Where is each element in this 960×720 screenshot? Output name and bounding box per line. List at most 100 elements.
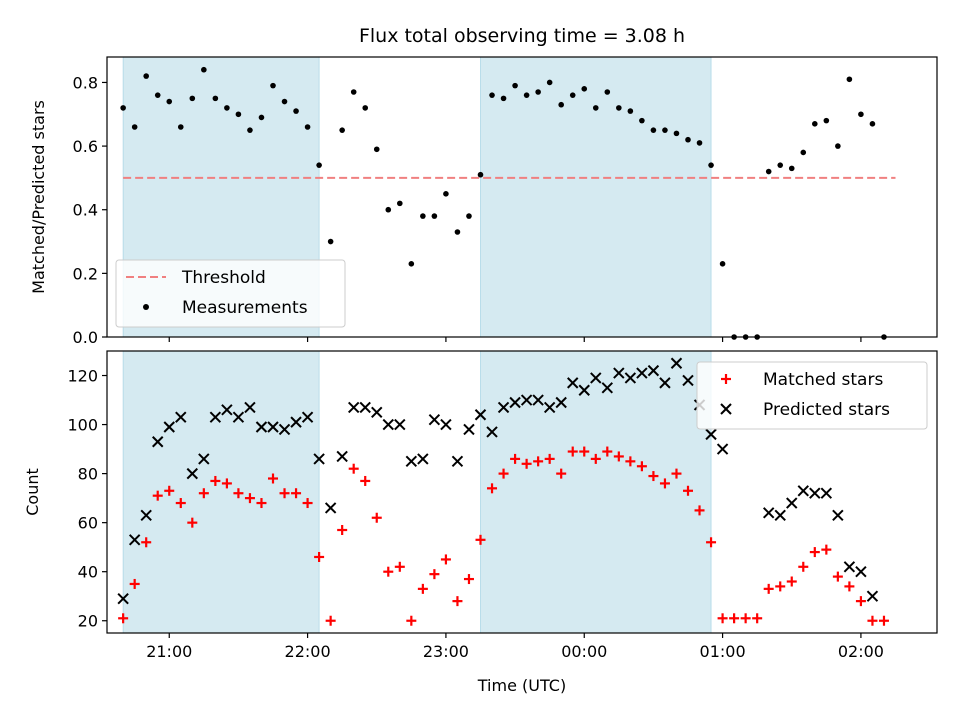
measurement-point bbox=[212, 95, 219, 102]
measurement-point bbox=[131, 124, 138, 130]
predicted-star-point bbox=[117, 592, 129, 605]
matched-star-point bbox=[579, 446, 590, 457]
y-tick-label: 20 bbox=[78, 612, 98, 631]
legend-measurements-label: Measurements bbox=[182, 298, 308, 318]
matched-star-point bbox=[844, 581, 855, 592]
measurement-point bbox=[362, 105, 369, 111]
matched-star-point bbox=[164, 485, 175, 496]
predicted-star-point bbox=[440, 418, 452, 431]
predicted-star-point bbox=[186, 467, 199, 480]
predicted-star-point bbox=[474, 409, 487, 421]
predicted-star-point bbox=[451, 455, 464, 468]
measurement-point bbox=[443, 191, 449, 197]
matched-star-point bbox=[867, 615, 878, 626]
matched-star-point bbox=[429, 569, 440, 580]
measurement-point bbox=[650, 127, 657, 133]
matched-star-point bbox=[602, 446, 613, 457]
matched-star-point bbox=[648, 471, 659, 482]
shaded-interval bbox=[480, 350, 712, 634]
predicted-star-point bbox=[866, 590, 879, 602]
predicted-star-point bbox=[774, 509, 786, 522]
top-legend: Threshold Measurements bbox=[115, 259, 346, 328]
predicted-star-point bbox=[209, 411, 222, 423]
measurement-point bbox=[788, 165, 795, 172]
measurement-point bbox=[477, 171, 484, 178]
legend-plus-marker bbox=[721, 374, 731, 384]
predicted-star-point bbox=[301, 411, 314, 423]
predicted-star-point bbox=[290, 416, 302, 428]
measurement-point bbox=[350, 89, 357, 95]
y-tick-label: 120 bbox=[67, 367, 98, 386]
predicted-star-point bbox=[705, 428, 717, 441]
matched-star-point bbox=[717, 613, 728, 624]
predicted-star-point bbox=[175, 411, 187, 423]
predicted-star-point bbox=[716, 443, 729, 455]
matched-star-point bbox=[314, 551, 325, 562]
measurement-point bbox=[408, 261, 415, 267]
matched-star-point bbox=[510, 453, 521, 464]
measurement-point bbox=[604, 89, 611, 95]
matched-star-point bbox=[302, 498, 313, 509]
predicted-stars-points bbox=[117, 357, 879, 605]
legend-measurements-swatch bbox=[143, 304, 149, 310]
shaded-interval bbox=[480, 56, 712, 338]
chart-title: Flux total observing time = 3.08 h bbox=[359, 25, 685, 47]
measurement-point bbox=[304, 124, 311, 130]
measurement-point bbox=[281, 98, 288, 105]
matched-star-point bbox=[325, 615, 336, 626]
matched-star-point bbox=[394, 561, 405, 572]
measurement-point bbox=[627, 108, 634, 114]
predicted-star-point bbox=[567, 377, 579, 389]
measurement-point bbox=[201, 66, 207, 73]
predicted-star-point bbox=[578, 384, 590, 396]
legend-threshold-label: Threshold bbox=[181, 268, 266, 288]
measurement-point bbox=[500, 95, 507, 102]
measurement-point bbox=[523, 92, 530, 98]
predicted-star-point bbox=[255, 421, 268, 433]
matched-star-point bbox=[671, 468, 682, 479]
measurement-point bbox=[489, 92, 495, 98]
matched-star-point bbox=[521, 458, 532, 469]
matched-star-point bbox=[706, 537, 717, 548]
matched-star-point bbox=[809, 547, 820, 558]
matched-star-point bbox=[878, 615, 889, 626]
matched-star-point bbox=[452, 596, 463, 607]
y-tick-label: 0.8 bbox=[73, 73, 98, 92]
predicted-star-point bbox=[832, 509, 844, 522]
measurement-point bbox=[639, 117, 645, 124]
bottom-panel-shaded-regions bbox=[122, 350, 712, 634]
measurement-point bbox=[235, 111, 242, 118]
matched-star-point bbox=[406, 615, 417, 626]
predicted-star-point bbox=[682, 374, 694, 387]
bottom-legend: Matched stars Predicted stars bbox=[696, 361, 928, 430]
predicted-star-point bbox=[244, 401, 256, 414]
matched-star-point bbox=[556, 468, 567, 479]
x-tick-label: 23:00 bbox=[423, 642, 469, 661]
legend-x-marker bbox=[720, 403, 732, 415]
matched-star-point bbox=[244, 493, 255, 504]
measurement-point bbox=[120, 105, 126, 111]
measurement-point bbox=[592, 105, 599, 111]
measurement-point bbox=[765, 168, 772, 175]
predicted-star-point bbox=[624, 372, 637, 384]
measurement-point bbox=[293, 108, 299, 114]
bottom-y-axis-label: Count bbox=[23, 468, 42, 516]
predicted-star-point bbox=[428, 413, 441, 426]
matched-star-point bbox=[798, 561, 809, 572]
x-tick-label: 01:00 bbox=[700, 642, 746, 661]
measurement-point bbox=[327, 238, 334, 245]
measurement-point bbox=[846, 76, 853, 83]
predicted-star-point bbox=[405, 455, 418, 468]
top-panel: 0.00.20.40.60.8 Matched/Predicted stars … bbox=[29, 56, 938, 347]
matched-star-point bbox=[683, 485, 693, 496]
predicted-star-point bbox=[543, 401, 556, 414]
matched-star-point bbox=[821, 544, 832, 555]
measurement-point bbox=[316, 162, 322, 168]
predicted-star-point bbox=[163, 421, 175, 433]
measurement-point bbox=[823, 117, 830, 124]
bottom-legend-box bbox=[696, 361, 928, 430]
measurement-point bbox=[858, 111, 864, 118]
top-y-axis-label: Matched/Predicted stars bbox=[29, 100, 48, 294]
matched-star-point bbox=[417, 583, 428, 594]
matched-star-point bbox=[636, 461, 647, 472]
